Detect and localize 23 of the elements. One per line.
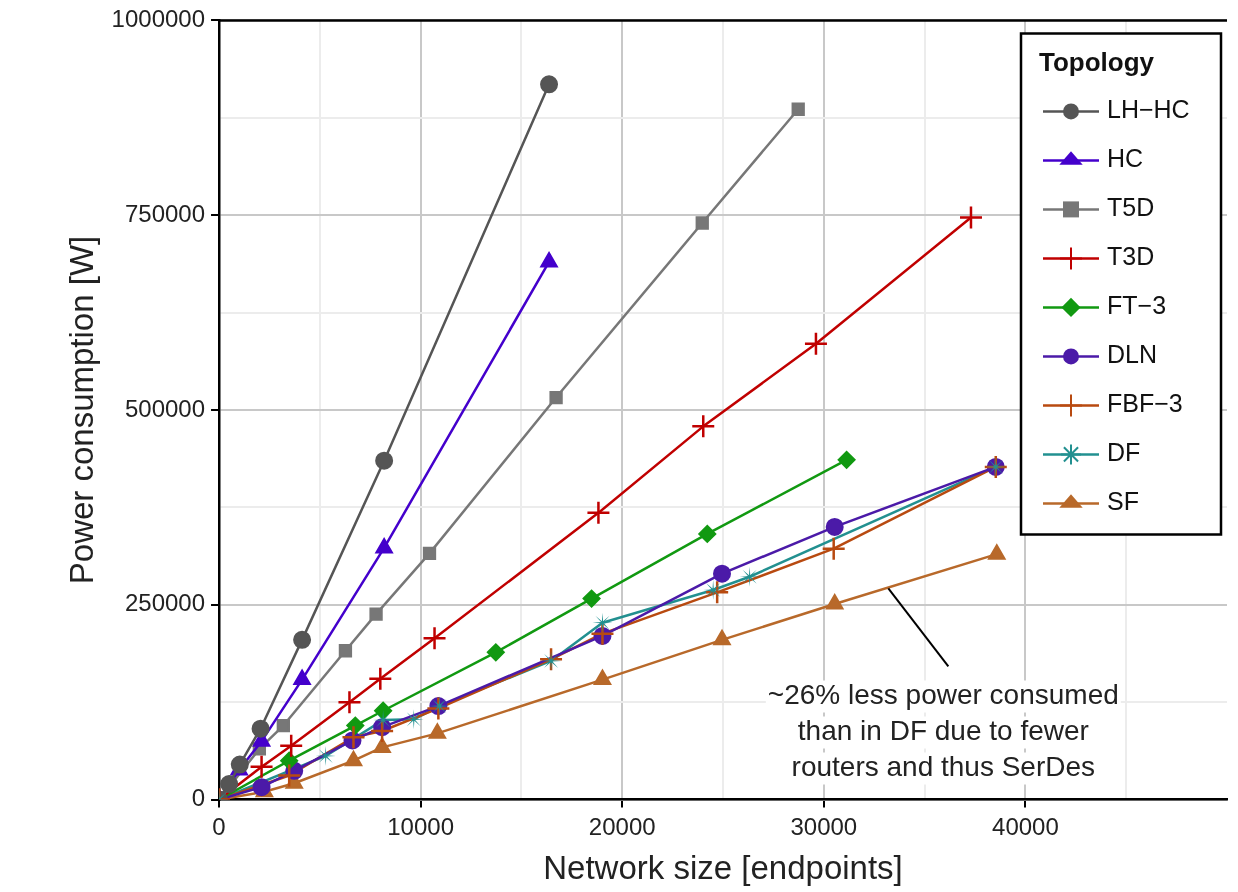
legend-label: DF [1107, 438, 1141, 467]
y-axis-title: Power consumption [W] [62, 235, 100, 585]
legend-label: T3D [1107, 242, 1155, 271]
x-tick-label: 40000 [992, 812, 1059, 840]
x-tick-label: 20000 [588, 812, 656, 840]
y-tick-label: 250000 [124, 589, 206, 617]
y-tick-label: 750000 [124, 199, 206, 227]
y-tick-label: 0 [191, 784, 206, 812]
legend-label: FBF−3 [1107, 389, 1183, 418]
y-tick-label: 500000 [124, 394, 206, 422]
legend-label: FT−3 [1107, 291, 1167, 320]
x-tick-label: 30000 [790, 812, 858, 840]
x-axis-title: Network size [endpoints] [543, 849, 903, 887]
legend-label: T5D [1107, 193, 1155, 222]
annotation: ~26% less power consumed than in DF due to fewer routers and thus SerDes [767, 679, 1119, 783]
y-tick-label: 1000000 [111, 5, 206, 33]
legend-label: LH−HC [1107, 95, 1190, 124]
x-tick-label: 0 [212, 812, 226, 840]
legend-label: DLN [1107, 340, 1158, 369]
legend-label: SF [1107, 487, 1139, 516]
legend-title: Topology [1039, 46, 1155, 77]
legend-label: HC [1107, 144, 1144, 173]
x-tick-label: 10000 [387, 812, 454, 840]
